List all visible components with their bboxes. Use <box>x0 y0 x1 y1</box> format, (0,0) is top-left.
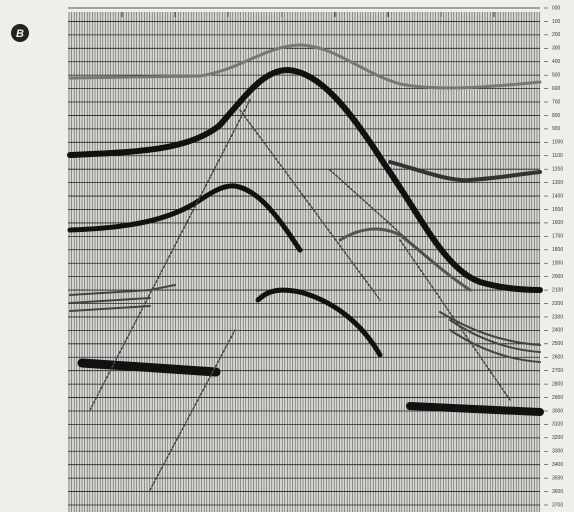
depth-label: 1400 <box>552 193 563 199</box>
depth-label: 2200 <box>552 301 563 307</box>
depth-label: 1100 <box>552 153 563 159</box>
depth-label: 1500 <box>552 207 563 213</box>
seismic-figure: B 000 100 200 300 400 500 600 700 800 900 1000 1100… <box>0 0 574 512</box>
depth-label: 300 <box>552 46 561 52</box>
depth-label: 800 <box>552 113 561 119</box>
depth-label: 500 <box>552 72 561 78</box>
depth-label: 1700 <box>552 234 563 240</box>
depth-label: 3100 <box>552 422 563 428</box>
depth-label: 2000 <box>552 274 563 280</box>
depth-label: 400 <box>552 59 561 65</box>
depth-label: 2300 <box>552 314 563 320</box>
depth-label: 1800 <box>552 247 563 253</box>
depth-label: 3200 <box>552 435 563 441</box>
depth-label: 200 <box>552 32 561 38</box>
depth-label: 3000 <box>552 408 563 414</box>
depth-label: 1900 <box>552 261 563 267</box>
depth-label: 1600 <box>552 220 563 226</box>
depth-label: 700 <box>552 99 561 105</box>
depth-label: 3300 <box>552 449 563 455</box>
depth-label: 3700 <box>552 502 563 508</box>
depth-label: 2500 <box>552 341 563 347</box>
depth-label: 2700 <box>552 368 563 374</box>
depth-label: 3500 <box>552 475 563 481</box>
depth-label: 2800 <box>552 381 563 387</box>
depth-label: 2900 <box>552 395 563 401</box>
depth-label: 600 <box>552 86 561 92</box>
depth-label: 900 <box>552 126 561 132</box>
depth-label: 1200 <box>552 167 563 173</box>
depth-label: 2400 <box>552 328 563 334</box>
figure-label: B <box>16 28 24 40</box>
depth-label: 000 <box>552 5 561 11</box>
depth-label: 100 <box>552 19 561 25</box>
depth-label: 3400 <box>552 462 563 468</box>
depth-label: 1000 <box>552 140 563 146</box>
depth-label: 1300 <box>552 180 563 186</box>
depth-label: 2600 <box>552 355 563 361</box>
depth-label: 2100 <box>552 287 563 293</box>
depth-label: 3600 <box>552 489 563 495</box>
